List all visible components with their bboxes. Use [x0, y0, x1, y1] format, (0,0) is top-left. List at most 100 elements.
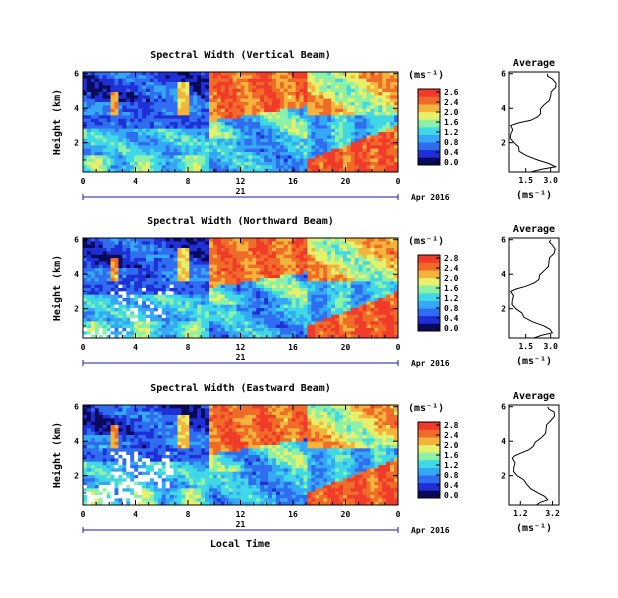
- heatmap-cell: [90, 314, 96, 319]
- heatmap-cell: [279, 251, 285, 255]
- heatmap-cell: [169, 75, 174, 79]
- heatmap-cell: [232, 328, 237, 332]
- heatmap-cell: [236, 165, 241, 169]
- heatmap-cell: [220, 135, 226, 139]
- heatmap-cell: [279, 118, 285, 123]
- heatmap-cell: [303, 138, 308, 143]
- heatmap-cell: [256, 102, 261, 106]
- heatmap-cell: [110, 82, 115, 86]
- heatmap-cell: [362, 162, 367, 166]
- heatmap-cell: [323, 112, 328, 116]
- heatmap-cell: [220, 334, 226, 339]
- heatmap-cell: [374, 85, 379, 89]
- heatmap-cell: [354, 162, 359, 166]
- heatmap-cell: [370, 82, 375, 86]
- heatmap-cell: [94, 281, 100, 285]
- heatmap-cell: [161, 105, 166, 109]
- heatmap-cell: [142, 308, 147, 312]
- heatmap-cell: [86, 138, 92, 143]
- heatmap-cell: [252, 274, 257, 279]
- heatmap-cell: [327, 168, 332, 173]
- heatmap-cell: [327, 291, 332, 295]
- heatmap-cell: [331, 125, 336, 129]
- heatmap-cell: [370, 75, 375, 79]
- heatmap-cell: [106, 138, 111, 143]
- heatmap-cell: [248, 115, 253, 119]
- heatmap-cell: [323, 271, 328, 275]
- heatmap-cell: [272, 271, 277, 275]
- heatmap-cell: [338, 334, 344, 339]
- heatmap-cell: [240, 284, 245, 289]
- heatmap-cell: [165, 311, 170, 315]
- heatmap-cell: [134, 162, 139, 166]
- heatmap-cell: [295, 142, 300, 146]
- heatmap-cell: [252, 152, 257, 156]
- heatmap-cell: [264, 284, 269, 289]
- heatmap-cell: [295, 132, 300, 136]
- heatmap-cell: [382, 241, 387, 245]
- heatmap-cell: [260, 112, 265, 116]
- heatmap-cell: [307, 318, 312, 322]
- heatmap-cell: [122, 108, 127, 113]
- heatmap-cell: [161, 271, 166, 275]
- heatmap-cell: [193, 128, 198, 133]
- heatmap-cell: [311, 122, 316, 126]
- heatmap-cell: [216, 334, 222, 339]
- heatmap-cell: [118, 125, 123, 129]
- heatmap-cell: [110, 135, 115, 139]
- heatmap-cell: [161, 281, 166, 285]
- heatmap-cell: [189, 145, 194, 149]
- heatmap-cell: [287, 254, 292, 259]
- heatmap-cell: [327, 112, 332, 116]
- heatmap-cell: [142, 328, 147, 332]
- heatmap-cell: [177, 321, 182, 325]
- x-tick-label: 0: [396, 177, 401, 186]
- heatmap-cell: [173, 254, 178, 259]
- heatmap-cell: [394, 142, 399, 146]
- heatmap-cell: [102, 298, 107, 302]
- heatmap-cell: [338, 158, 344, 163]
- heatmap-cell: [216, 98, 222, 103]
- colorbar-tick-label: 1.2: [444, 294, 459, 303]
- heatmap-cell: [169, 142, 174, 146]
- heatmap-cell: [189, 301, 194, 305]
- heatmap-cell: [212, 278, 218, 282]
- heatmap-cell: [138, 321, 143, 325]
- heatmap-cell: [193, 105, 198, 109]
- heatmap-cell: [224, 118, 229, 123]
- heatmap-cell: [386, 294, 391, 299]
- heatmap-cell: [319, 158, 324, 163]
- heatmap-cell: [122, 304, 127, 309]
- heatmap-cell: [338, 128, 344, 133]
- heatmap-cell: [319, 142, 324, 146]
- heatmap-cell: [335, 92, 340, 96]
- heatmap-cell: [224, 72, 229, 76]
- heatmap-cell: [264, 115, 269, 119]
- heatmap-cell: [358, 85, 363, 89]
- heatmap-cell: [244, 331, 249, 335]
- heatmap-cell: [378, 75, 383, 79]
- heatmap-cell: [118, 268, 123, 272]
- heatmap-cell: [177, 328, 182, 332]
- colorbar-frame: [417, 88, 441, 166]
- heatmap-cell: [232, 244, 237, 249]
- heatmap-cell: [264, 238, 269, 242]
- heatmap-cell: [201, 298, 206, 302]
- heatmap-cell: [122, 308, 127, 312]
- heatmap-cell: [366, 75, 371, 79]
- heatmap-cell: [323, 244, 328, 249]
- heatmap-cell: [201, 148, 206, 153]
- heatmap-cell: [307, 105, 312, 109]
- heatmap-cell: [228, 284, 233, 289]
- heatmap-cell: [307, 298, 312, 302]
- heatmap-cell: [342, 308, 348, 312]
- heatmap-cell: [212, 168, 218, 173]
- heatmap-cell: [394, 145, 399, 149]
- heatmap-cell: [114, 132, 119, 136]
- heatmap-cell: [303, 248, 308, 252]
- heatmap-cell: [157, 168, 163, 173]
- heatmap-cell: [315, 238, 320, 242]
- heatmap-cell: [248, 92, 253, 96]
- heatmap-cell: [283, 155, 289, 159]
- heatmap-cell: [205, 168, 210, 173]
